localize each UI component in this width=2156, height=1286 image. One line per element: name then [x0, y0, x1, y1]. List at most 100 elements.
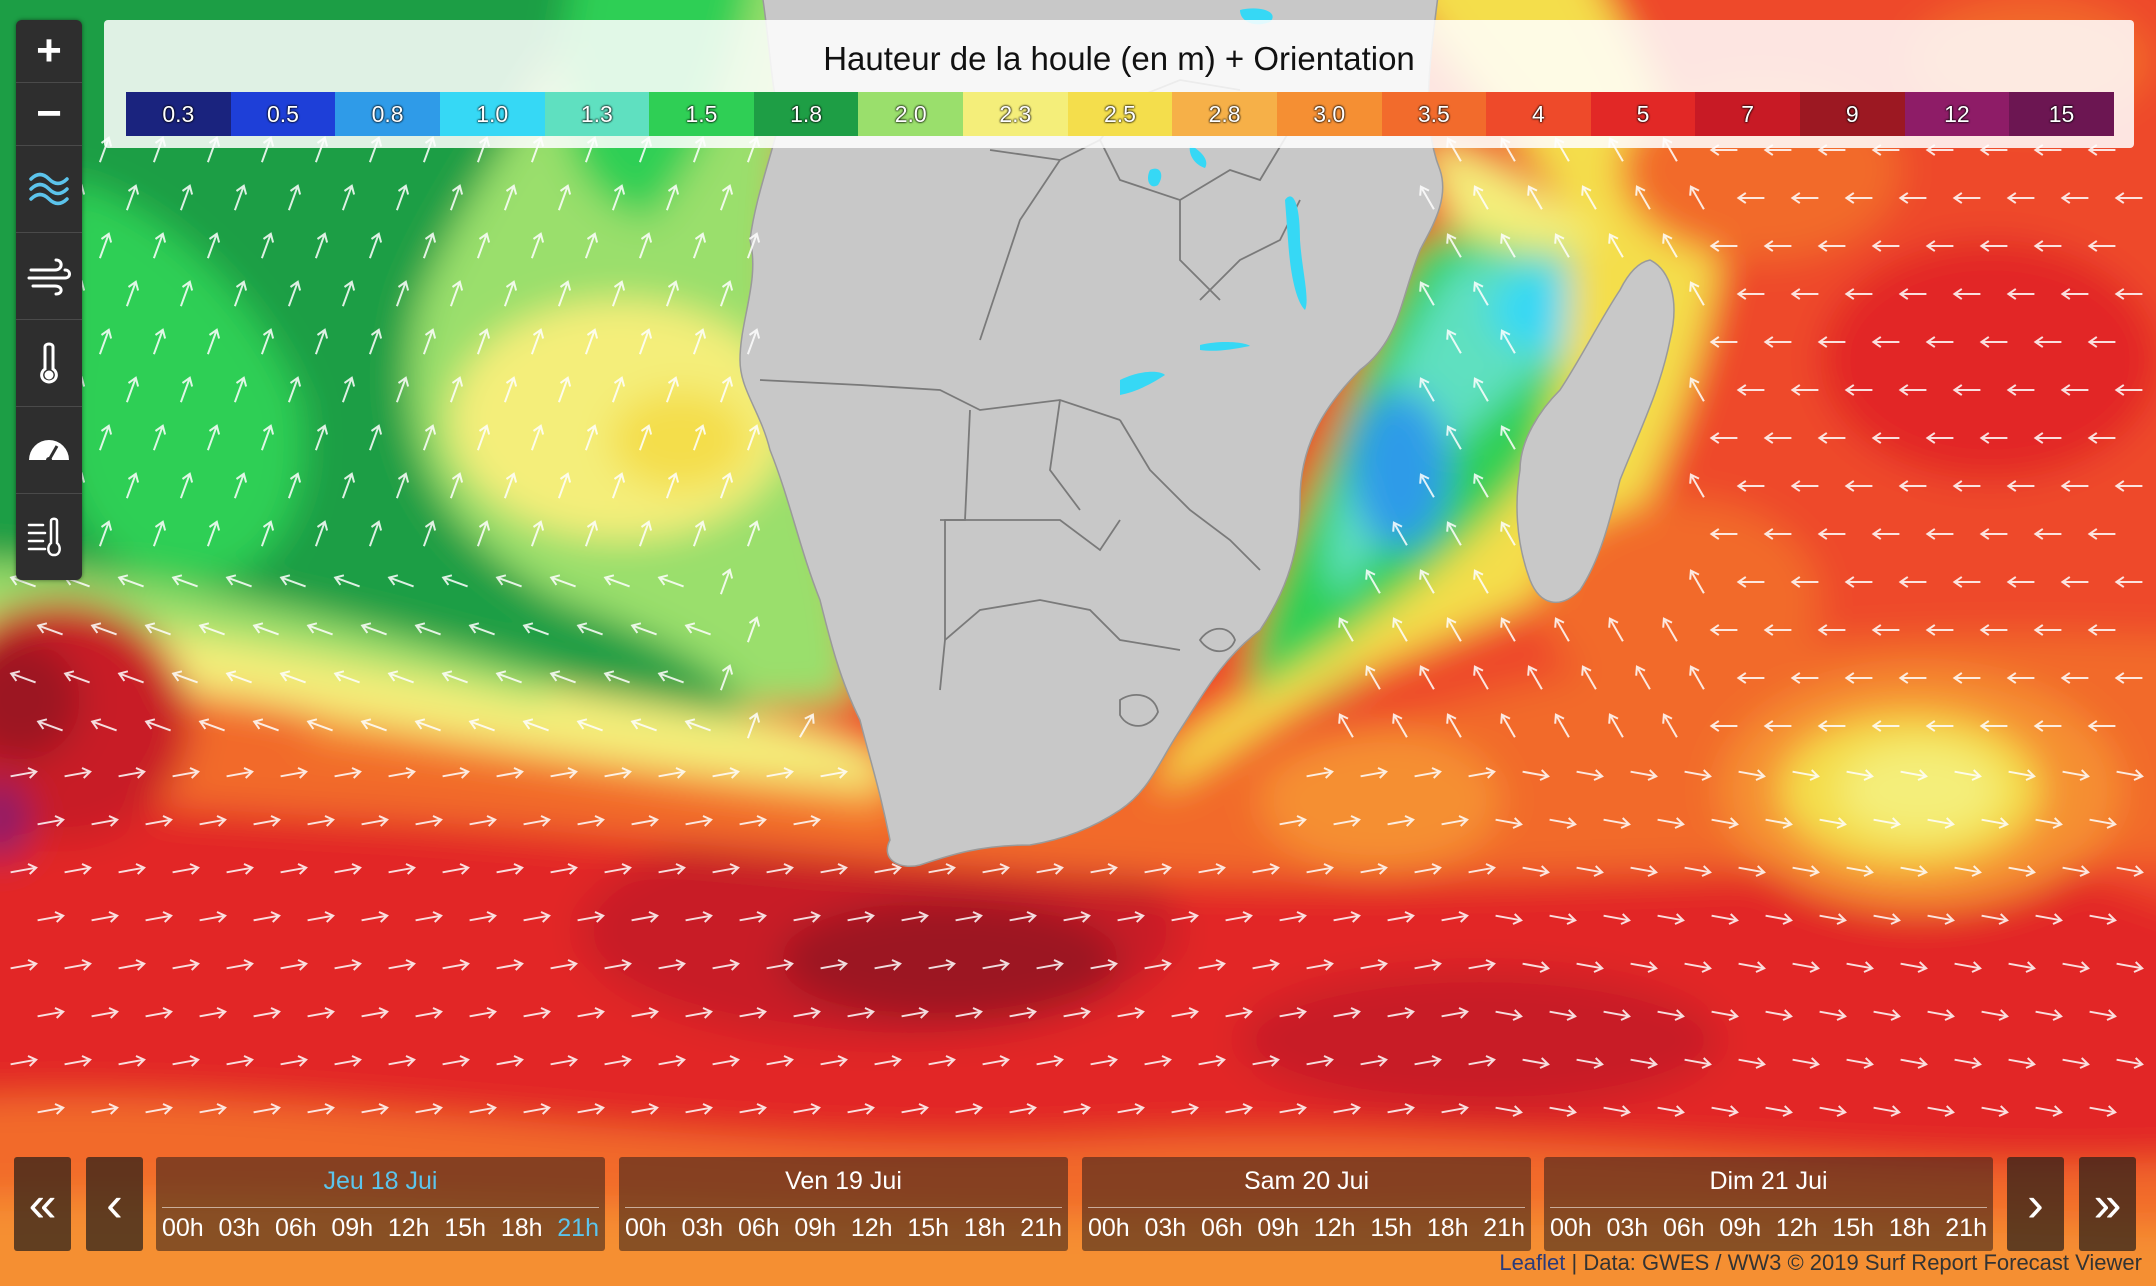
first-day-button[interactable]: «	[14, 1157, 71, 1251]
layer-temperature-button[interactable]	[16, 320, 82, 407]
layer-waves-button[interactable]	[16, 146, 82, 233]
hour-button[interactable]: 15h	[907, 1214, 950, 1242]
orientation-arrow	[1790, 288, 1819, 300]
orientation-arrow	[341, 280, 356, 307]
hour-button[interactable]: 06h	[1662, 1214, 1705, 1242]
orientation-arrow	[307, 911, 335, 923]
orientation-arrow	[1817, 624, 1846, 636]
hour-button[interactable]: 12h	[850, 1214, 893, 1242]
orientation-arrow	[226, 863, 254, 875]
orientation-arrow	[2006, 480, 2035, 492]
orientation-arrow	[341, 184, 356, 211]
orientation-arrow	[198, 622, 225, 636]
hour-button[interactable]: 09h	[794, 1214, 837, 1242]
hour-button[interactable]: 03h	[1606, 1214, 1649, 1242]
orientation-arrow	[64, 959, 92, 971]
orientation-arrow	[314, 424, 329, 451]
orientation-arrow	[287, 184, 302, 211]
hour-button[interactable]: 03h	[218, 1214, 261, 1242]
orientation-arrow	[2062, 1057, 2090, 1069]
day-label[interactable]: Ven 19 Jui	[785, 1167, 902, 1195]
orientation-arrow	[98, 328, 113, 355]
orientation-arrow	[1608, 233, 1624, 258]
orientation-arrow	[468, 622, 495, 636]
hour-button[interactable]: 21h	[1483, 1214, 1525, 1242]
orientation-arrow	[2116, 1057, 2144, 1069]
orientation-arrow	[226, 1055, 254, 1067]
orientation-arrow	[476, 520, 491, 547]
hour-button[interactable]: 00h	[1088, 1214, 1130, 1242]
hour-button[interactable]: 00h	[162, 1214, 204, 1242]
layer-wind-button[interactable]	[16, 233, 82, 320]
orientation-arrow	[1709, 624, 1738, 636]
hour-button[interactable]: 12h	[387, 1214, 430, 1242]
orientation-arrow	[388, 863, 416, 875]
hour-button[interactable]: 00h	[625, 1214, 667, 1242]
zoom-out-button[interactable]: −	[16, 83, 82, 146]
hour-button[interactable]: 03h	[681, 1214, 724, 1242]
orientation-arrow	[199, 1007, 227, 1019]
orientation-arrow	[442, 863, 470, 875]
hour-button[interactable]: 18h	[1426, 1214, 1469, 1242]
orientation-arrow	[172, 767, 200, 779]
hour-button[interactable]: 18h	[1888, 1214, 1931, 1242]
orientation-arrow	[314, 520, 329, 547]
hour-button[interactable]: 06h	[274, 1214, 317, 1242]
day-label[interactable]: Sam 20 Jui	[1243, 1167, 1370, 1195]
day-label[interactable]: Dim 21 Jui	[1709, 1167, 1828, 1195]
hour-button[interactable]: 12h	[1775, 1214, 1818, 1242]
orientation-arrow	[1473, 185, 1489, 210]
orientation-arrow	[172, 1055, 200, 1067]
zoom-in-button[interactable]: +	[16, 20, 82, 83]
orientation-arrow	[523, 1007, 551, 1019]
hour-button-selected[interactable]: 21h	[557, 1214, 599, 1242]
hour-button[interactable]: 15h	[1832, 1214, 1875, 1242]
orientation-arrow	[1414, 767, 1442, 779]
orientation-arrow	[712, 1055, 740, 1067]
orientation-arrow	[1306, 959, 1334, 971]
orientation-arrow	[1554, 233, 1570, 258]
orientation-arrow	[1711, 1105, 1739, 1117]
hour-button[interactable]: 18h	[500, 1214, 543, 1242]
orientation-arrow	[449, 376, 464, 403]
hour-button[interactable]: 15h	[1370, 1214, 1413, 1242]
orientation-arrow	[1630, 769, 1658, 781]
layer-windchill-button[interactable]	[16, 494, 82, 580]
leaflet-link[interactable]: Leaflet	[1499, 1250, 1566, 1275]
orientation-arrow	[1144, 959, 1172, 971]
orientation-arrow	[280, 863, 308, 875]
day-label[interactable]: Jeu 18 Jui	[323, 1167, 438, 1195]
hour-button[interactable]: 15h	[444, 1214, 487, 1242]
hour-button[interactable]: 06h	[737, 1214, 780, 1242]
orientation-arrow	[766, 1055, 794, 1067]
previous-step-button[interactable]: ‹	[86, 1157, 143, 1251]
orientation-arrow	[91, 815, 119, 827]
orientation-arrow	[414, 718, 441, 732]
hour-button[interactable]: 03h	[1144, 1214, 1187, 1242]
hour-button[interactable]: 09h	[331, 1214, 374, 1242]
orientation-arrow	[638, 232, 653, 259]
orientation-arrow	[766, 863, 794, 875]
orientation-arrow	[1790, 480, 1819, 492]
hour-button[interactable]: 09h	[1719, 1214, 1762, 1242]
hour-button[interactable]: 12h	[1313, 1214, 1356, 1242]
orientation-arrow	[928, 1055, 956, 1067]
hour-button[interactable]: 09h	[1257, 1214, 1300, 1242]
hour-button[interactable]: 00h	[1550, 1214, 1592, 1242]
orientation-arrow	[1952, 480, 1981, 492]
hour-button[interactable]: 18h	[963, 1214, 1006, 1242]
layer-pressure-button[interactable]	[16, 407, 82, 494]
orientation-arrow	[1763, 240, 1792, 252]
orientation-arrow	[530, 520, 545, 547]
last-day-button[interactable]: »	[2079, 1157, 2136, 1251]
hour-button[interactable]: 21h	[1020, 1214, 1062, 1242]
next-step-button[interactable]: ›	[2007, 1157, 2064, 1251]
orientation-arrow	[603, 574, 630, 588]
orientation-arrow	[496, 959, 524, 971]
orientation-arrow	[2035, 817, 2063, 829]
hour-button[interactable]: 06h	[1200, 1214, 1243, 1242]
orientation-arrow	[793, 1103, 821, 1115]
hour-button[interactable]: 21h	[1945, 1214, 1987, 1242]
orientation-arrow	[422, 424, 437, 451]
